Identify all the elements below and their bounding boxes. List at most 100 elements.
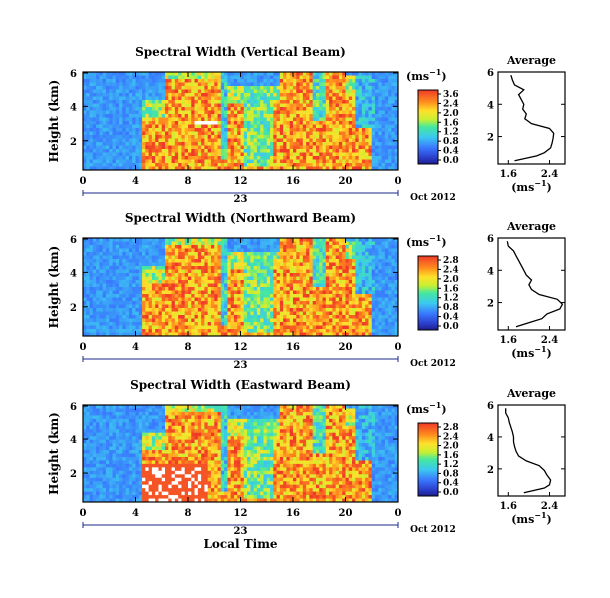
heatmap-cell <box>119 138 123 143</box>
heatmap-cell <box>312 72 317 76</box>
heatmap-cell <box>312 311 317 316</box>
heatmap-cell <box>355 142 360 146</box>
heatmap-cell <box>315 138 320 143</box>
heatmap-cell <box>253 89 258 94</box>
heatmap-cell <box>302 329 307 333</box>
heatmap-cell <box>122 241 127 246</box>
heatmap-cell <box>99 301 104 305</box>
heatmap-cell <box>105 152 110 157</box>
heatmap-cell <box>256 79 261 83</box>
heatmap-cell <box>335 114 340 118</box>
heatmap-cell <box>263 297 268 302</box>
heatmap-cell <box>253 259 258 263</box>
heatmap-cell <box>171 280 176 284</box>
heatmap-cell <box>184 325 189 330</box>
heatmap-cell <box>348 135 353 139</box>
heatmap-cell <box>105 149 110 153</box>
heatmap-cell <box>299 318 304 323</box>
heatmap-cell <box>263 252 268 256</box>
heatmap-cell <box>112 100 117 104</box>
heatmap-cell <box>256 329 261 333</box>
heatmap-cell <box>230 138 235 143</box>
heatmap-cell <box>332 283 337 288</box>
heatmap-cell <box>293 283 297 288</box>
heatmap-cell <box>263 318 268 323</box>
heatmap-cell <box>92 280 97 284</box>
heatmap-cell <box>342 86 346 90</box>
heatmap-cell <box>119 297 123 302</box>
heatmap-cell <box>325 287 330 291</box>
heatmap-cell <box>375 135 379 139</box>
heatmap-cell <box>289 128 294 132</box>
heatmap-cell <box>299 262 304 267</box>
heatmap-cell <box>302 145 307 150</box>
heatmap-cell <box>171 248 176 253</box>
heatmap-cell <box>135 142 140 146</box>
heatmap-cell <box>247 259 251 263</box>
heatmap-cell <box>125 241 130 246</box>
heatmap-cell <box>92 273 97 277</box>
heatmap-cell <box>352 128 356 132</box>
heatmap-cell <box>148 114 153 118</box>
heatmap-cell <box>296 82 300 87</box>
heatmap-cell <box>240 72 245 76</box>
heatmap-cell <box>201 86 205 90</box>
heatmap-cell <box>335 248 340 253</box>
heatmap-cell <box>168 145 172 150</box>
heatmap-cell <box>207 117 212 122</box>
heatmap-cell <box>83 107 87 111</box>
heatmap-cell <box>227 304 232 309</box>
heatmap-cell <box>378 166 382 171</box>
heatmap-cell <box>165 135 169 139</box>
heatmap-cell <box>394 75 399 80</box>
heatmap-cell <box>332 294 337 298</box>
heatmap-cell <box>322 121 327 125</box>
heatmap-cell <box>388 89 392 94</box>
heatmap-cell <box>155 294 159 298</box>
heatmap-cell <box>132 149 136 153</box>
heatmap-cell <box>289 238 294 242</box>
heatmap-cell <box>204 152 209 157</box>
heatmap-cell <box>348 93 353 97</box>
heatmap-cell <box>115 252 120 256</box>
heatmap-cell <box>293 166 297 171</box>
heatmap-cell <box>256 294 261 298</box>
heatmap-cell <box>105 142 110 146</box>
heatmap-cell <box>168 96 172 101</box>
heatmap-cell <box>161 255 166 260</box>
heatmap-cell <box>293 149 297 153</box>
heatmap-cell <box>194 114 199 118</box>
heatmap-cell <box>135 166 140 171</box>
heatmap-cell <box>296 241 300 246</box>
heatmap-cell <box>92 124 97 129</box>
heatmap-cell <box>148 297 153 302</box>
heatmap-cell <box>276 248 281 253</box>
heatmap-cell <box>270 269 274 274</box>
heatmap-cell <box>102 262 107 267</box>
heatmap-cell <box>220 156 225 160</box>
heatmap-cell <box>286 301 291 305</box>
heatmap-cell <box>142 75 146 80</box>
heatmap-cell <box>201 159 205 164</box>
heatmap-cell <box>83 308 87 312</box>
heatmap-cell <box>184 294 189 298</box>
heatmap-cell <box>194 100 199 104</box>
heatmap-cell <box>148 163 153 167</box>
heatmap-cell <box>161 280 166 284</box>
heatmap-cell <box>184 79 189 83</box>
heatmap-cell <box>227 245 232 249</box>
heatmap-cell <box>365 96 369 101</box>
heatmap-cell <box>102 241 107 246</box>
heatmap-cell <box>184 75 189 80</box>
heatmap-cell <box>214 269 218 274</box>
heatmap-cell <box>214 273 218 277</box>
heatmap-cell <box>112 149 117 153</box>
heatmap-cell <box>322 156 327 160</box>
heatmap-cell <box>171 142 176 146</box>
heatmap-cell <box>233 301 238 305</box>
heatmap-cell <box>158 329 163 333</box>
heatmap-cell <box>105 166 110 171</box>
heatmap-cell <box>375 149 379 153</box>
heatmap-cell <box>96 273 100 277</box>
heatmap-cell <box>165 301 169 305</box>
